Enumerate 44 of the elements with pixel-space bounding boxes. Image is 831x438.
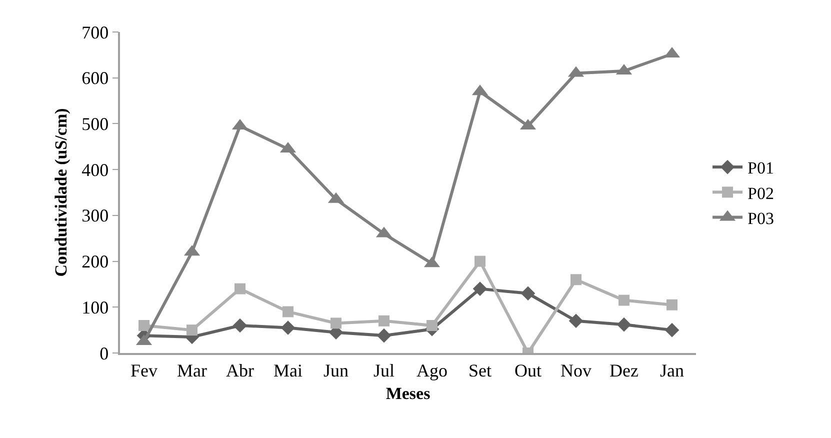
point: [618, 294, 630, 306]
point: [472, 282, 488, 296]
point: [186, 324, 198, 336]
legend-label: P02: [748, 184, 774, 203]
point: [330, 318, 342, 329]
x-tick-label: Dez: [610, 360, 638, 380]
point: [138, 320, 150, 331]
x-tick-label: Abr: [226, 360, 254, 380]
y-tick-label: 500: [82, 114, 109, 134]
x-tick-label: Ago: [416, 360, 448, 380]
point: [568, 314, 584, 328]
point: [378, 315, 390, 326]
x-tick-label: Jul: [373, 360, 395, 380]
legend-label: P03: [748, 208, 774, 228]
y-axis-title: Condutividade (uS/cm): [52, 108, 71, 277]
point: [376, 328, 392, 343]
point: [616, 317, 632, 332]
y-tick-label: 600: [82, 68, 109, 88]
point: [234, 283, 246, 294]
point: [570, 274, 582, 286]
y-tick-label: 400: [82, 160, 109, 180]
point: [426, 320, 438, 331]
x-tick-label: Mar: [177, 360, 207, 380]
legend-label: P01: [748, 158, 774, 178]
x-tick-label: Jun: [323, 360, 349, 380]
x-tick-label: Set: [468, 360, 492, 380]
y-tick-label: 100: [82, 297, 109, 318]
point: [474, 256, 486, 267]
x-tick-label: Nov: [560, 360, 592, 380]
y-tick-label: 200: [82, 252, 109, 272]
y-tick-label: 300: [82, 206, 109, 226]
y-tick-label: 0: [100, 343, 109, 364]
point: [664, 322, 680, 338]
point: [282, 306, 294, 318]
x-tick-label: Mai: [274, 360, 302, 380]
point: [520, 286, 536, 301]
x-axis-title: Meses: [386, 384, 431, 404]
point: [666, 299, 678, 310]
x-tick-label: Jan: [660, 360, 684, 380]
point: [232, 318, 248, 333]
y-tick-label: 700: [82, 22, 109, 42]
point: [280, 320, 296, 335]
x-tick-label: Fev: [130, 360, 158, 380]
x-tick-label: Out: [514, 360, 542, 380]
